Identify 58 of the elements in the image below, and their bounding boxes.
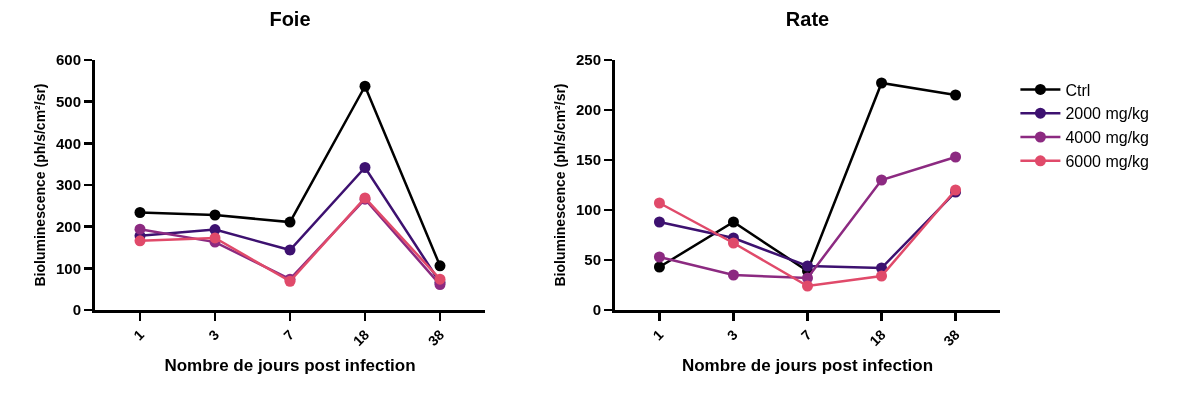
x-tick-label: 18	[349, 326, 373, 349]
point	[434, 260, 446, 272]
point	[134, 207, 146, 218]
y-tick-label: 600	[55, 51, 81, 69]
legend-label: 2000 mg/kg	[1065, 105, 1150, 123]
x-tick-label: 1	[130, 326, 148, 344]
y-tick-label: 0	[592, 301, 601, 319]
point	[359, 162, 371, 173]
point	[727, 269, 739, 281]
y-tick-label: 50	[584, 251, 601, 269]
point	[134, 223, 146, 235]
y-tick-label: 200	[55, 217, 81, 235]
y-axis-title: Bioluminescence (ph/s/cm²/sr)	[551, 83, 568, 287]
y-tick-label: 300	[55, 176, 81, 194]
x-tick-label: 1	[649, 326, 667, 344]
y-tick-label: 100	[575, 201, 601, 219]
x-tick-label: 3	[723, 326, 741, 344]
y-tick-label: 100	[55, 259, 81, 277]
chart-title: Rate	[785, 8, 830, 31]
point	[950, 151, 962, 163]
point	[876, 174, 888, 186]
x-tick-label: 7	[280, 326, 298, 344]
x-axis-title: Nombre de jours post infection	[164, 356, 416, 376]
point	[209, 232, 221, 244]
point	[653, 197, 665, 209]
legend-label: Ctrl	[1065, 81, 1091, 99]
point	[653, 261, 665, 273]
x-tick-label: 38	[424, 326, 448, 349]
point	[802, 260, 813, 272]
y-tick-label: 500	[55, 92, 81, 110]
legend-label: 4000 mg/kg	[1065, 129, 1150, 147]
point	[434, 273, 446, 285]
point	[727, 216, 739, 228]
x-tick-label: 7	[797, 326, 815, 344]
point	[876, 77, 888, 89]
y-tick-label: 250	[575, 51, 601, 69]
point	[284, 244, 296, 256]
point	[209, 209, 221, 221]
x-tick-label: 3	[205, 326, 223, 344]
y-tick-label: 150	[575, 151, 601, 169]
y-tick-label: 400	[55, 134, 81, 152]
point	[284, 216, 296, 228]
point	[653, 216, 665, 228]
x-axis-title: Nombre de jours post infection	[681, 356, 934, 376]
point	[727, 237, 739, 249]
point	[359, 80, 371, 92]
point	[653, 251, 665, 263]
point	[950, 89, 962, 101]
legend-label: 6000 mg/kg	[1065, 153, 1150, 171]
point	[802, 280, 813, 292]
y-tick-label: 0	[72, 301, 81, 319]
point	[134, 235, 146, 247]
x-tick-label: 38	[940, 326, 963, 349]
x-tick-label: 18	[866, 326, 889, 349]
y-axis-title: Bioluminescence (ph/s/cm²/sr)	[31, 83, 48, 287]
point	[876, 270, 888, 282]
y-tick-label: 200	[575, 101, 601, 119]
chart-title: Foie	[269, 8, 311, 31]
